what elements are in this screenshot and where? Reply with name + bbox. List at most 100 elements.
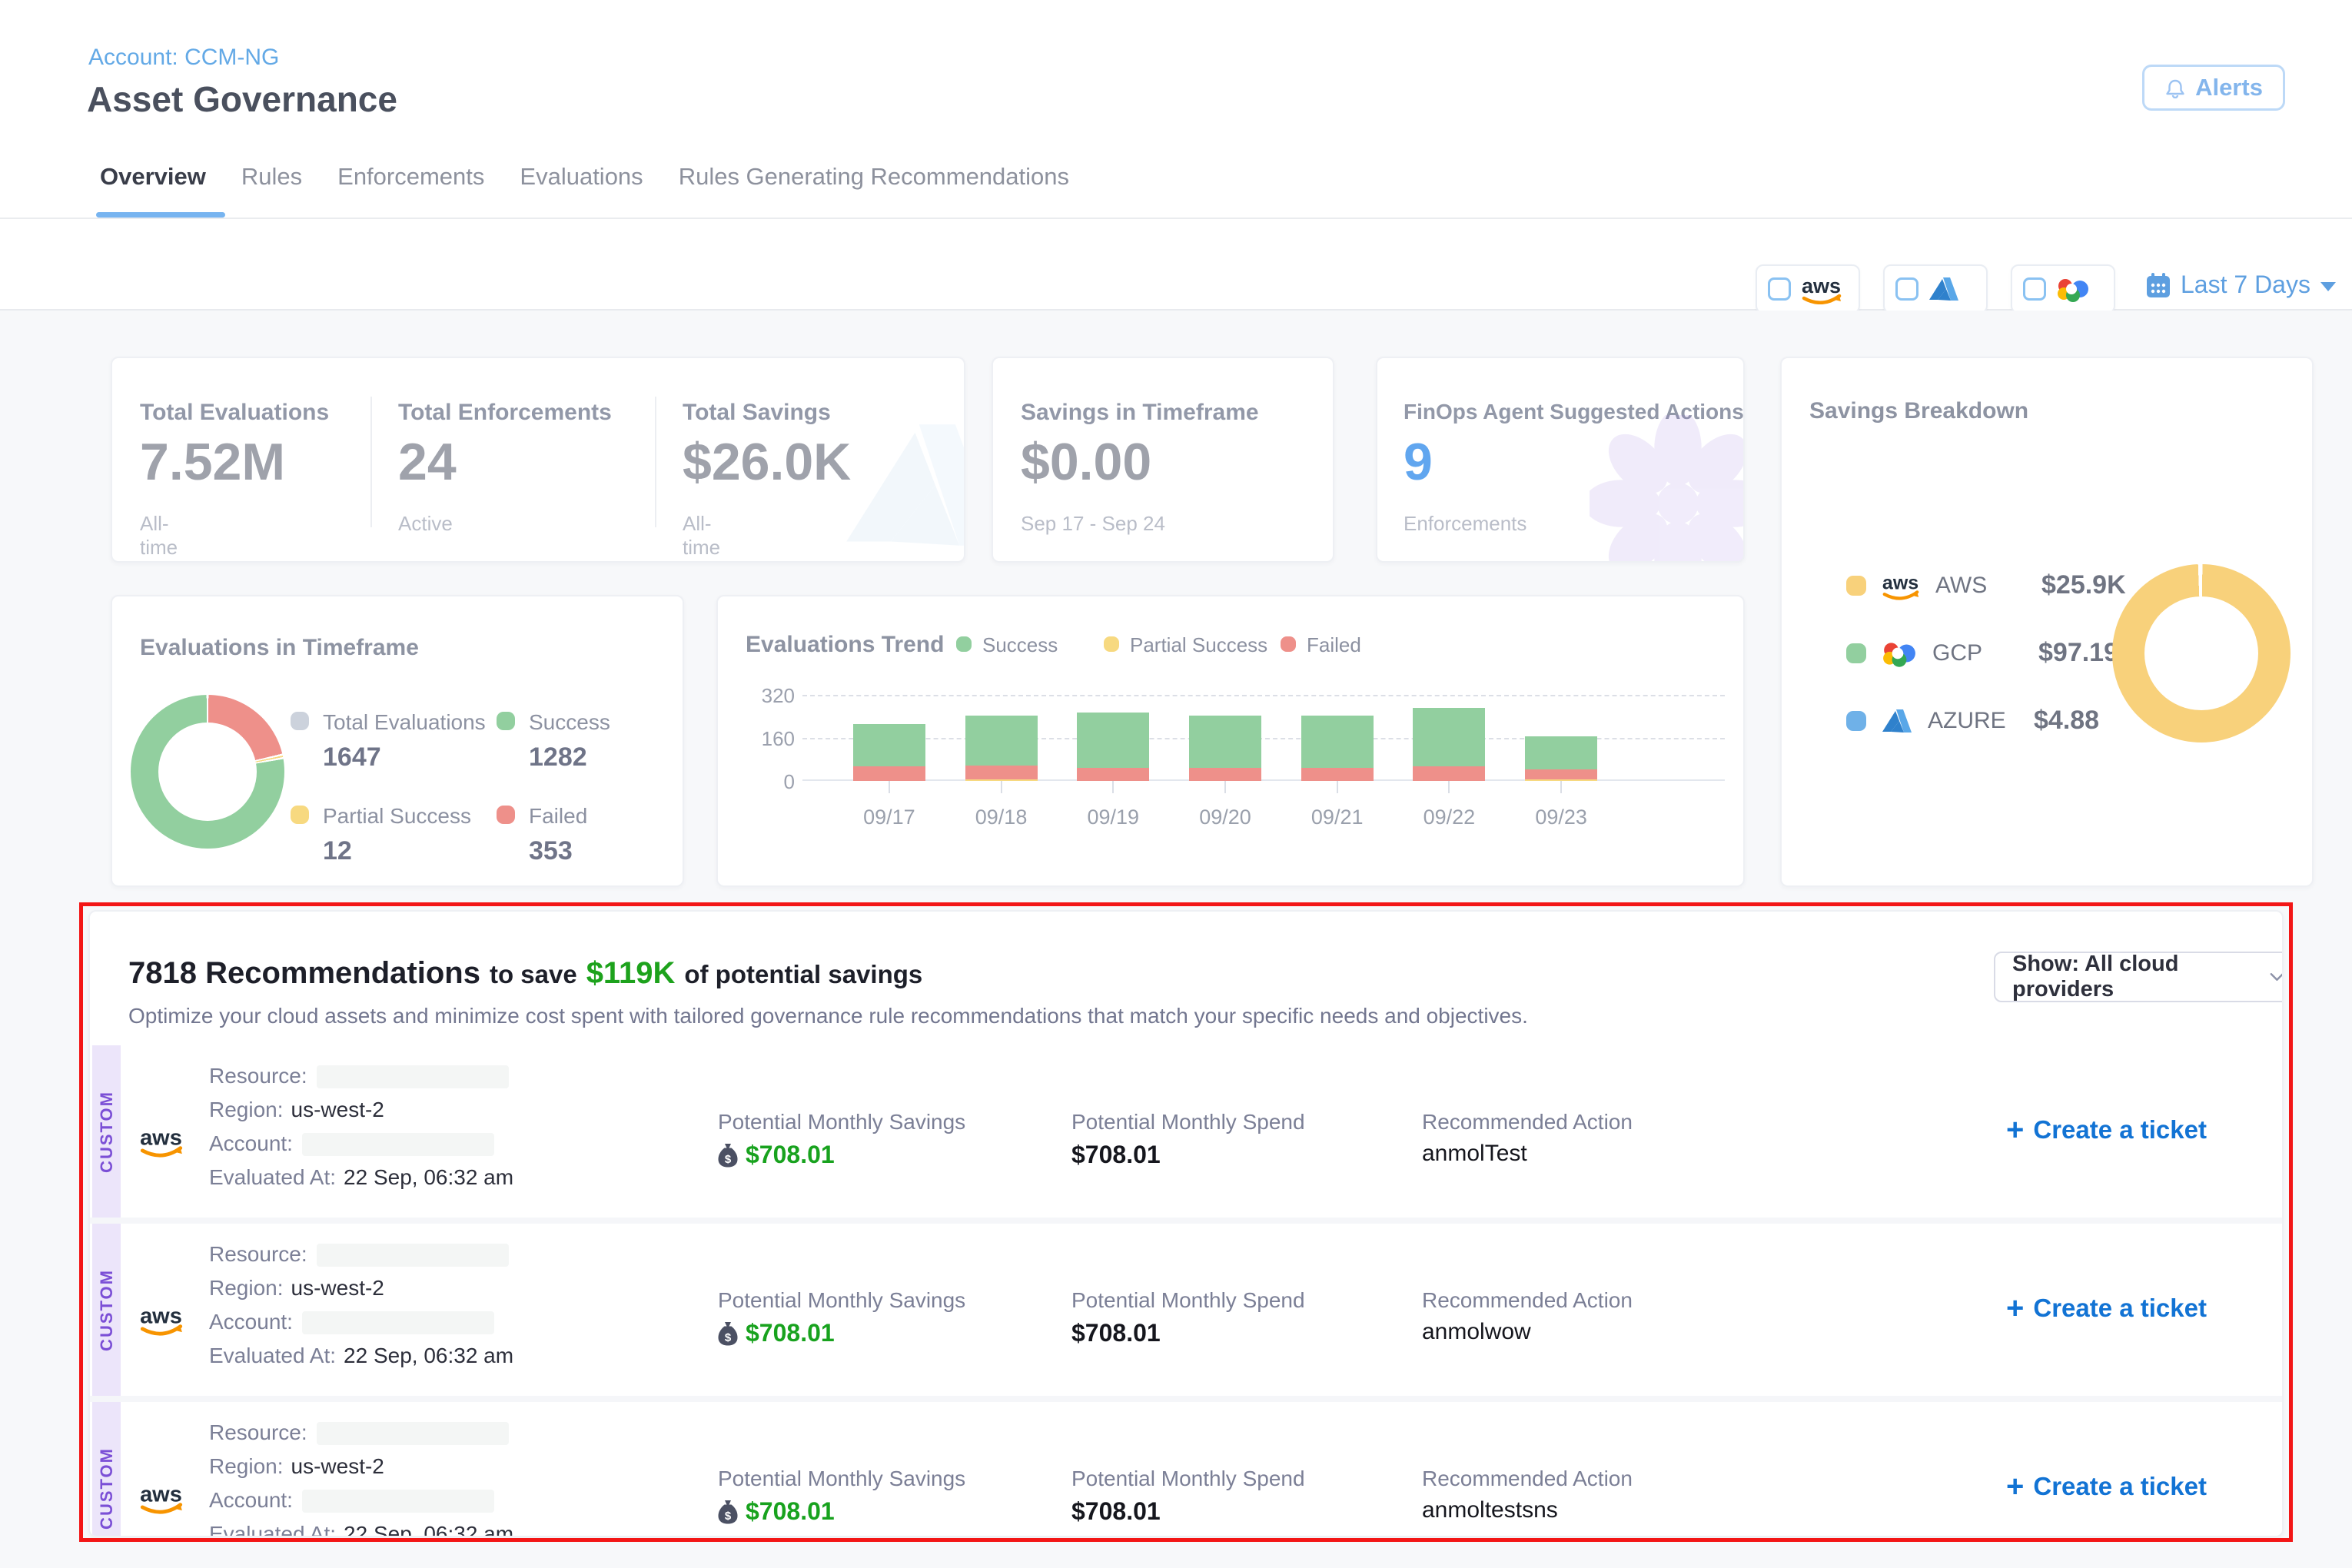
bar-segment-failed	[1189, 768, 1261, 782]
y-tick-label: 160	[741, 727, 795, 751]
active-tab-underline	[96, 212, 225, 218]
x-tick	[889, 781, 890, 793]
donut-hole	[158, 723, 257, 821]
legend-label: AWS	[1935, 573, 2026, 599]
totals-card: Total Evaluations 7.52M All-time Total E…	[111, 357, 965, 563]
azure-watermark-icon	[842, 412, 965, 558]
recommendations-card: 7818 Recommendations to save $119K of po…	[88, 910, 2284, 1537]
caret-down-icon	[2320, 282, 2336, 291]
divider	[655, 397, 656, 527]
finops-agent-card: FinOps Agent Suggested Actions 9 Enforce…	[1376, 357, 1745, 563]
evaluated-value: 22 Sep, 06:32 am	[344, 1344, 513, 1367]
x-tick	[1560, 781, 1562, 793]
azure-checkbox[interactable]	[1895, 277, 1918, 301]
flower-watermark-icon	[1590, 415, 1745, 563]
savings-column-label: Potential Monthly Savings	[718, 1467, 965, 1491]
money-bag-icon	[718, 1143, 738, 1168]
legend-value: 12	[323, 836, 352, 866]
tab-rules-generating-recommendations[interactable]: Rules Generating Recommendations	[679, 163, 1069, 191]
row-separator	[90, 1218, 2284, 1224]
trend-bar	[1169, 673, 1281, 781]
create-ticket-button[interactable]: + Create a ticket	[2006, 1471, 2207, 1502]
tab-rules[interactable]: Rules	[241, 163, 302, 191]
legend-value: 353	[529, 836, 573, 866]
monthly-savings-value: $708.01	[718, 1497, 835, 1526]
gcp-checkbox[interactable]	[2023, 277, 2046, 301]
aws-checkbox[interactable]	[1768, 277, 1791, 301]
alerts-button[interactable]: Alerts	[2142, 65, 2285, 111]
x-tick-label: 09/18	[945, 806, 1058, 829]
bar-segment-success	[1413, 708, 1485, 766]
tab-overview[interactable]: Overview	[100, 163, 206, 191]
spend-column-label: Potential Monthly Spend	[1071, 1467, 1305, 1491]
legend-dot	[1281, 636, 1296, 652]
legend-dot	[497, 806, 515, 824]
y-tick-label: 320	[741, 684, 795, 708]
plus-icon: +	[2006, 1115, 2024, 1145]
bar-segment-success	[965, 716, 1038, 766]
evaluated-value: 22 Sep, 06:32 am	[344, 1522, 513, 1537]
date-range-picker[interactable]: Last 7 Days	[2146, 271, 2336, 299]
create-ticket-button[interactable]: + Create a ticket	[2006, 1115, 2207, 1145]
divider	[370, 397, 372, 527]
account-label: Account:	[209, 1488, 293, 1512]
y-tick-label: 0	[741, 770, 795, 794]
legend-value: $4.88	[2034, 706, 2099, 736]
legend-value: 1647	[323, 742, 381, 772]
alerts-label: Alerts	[2195, 74, 2263, 101]
action-column-label: Recommended Action	[1422, 1467, 1633, 1491]
legend-dot	[1846, 576, 1866, 596]
trend-bar	[945, 673, 1058, 781]
recommended-action-value: anmoltestsns	[1422, 1497, 1558, 1523]
stat-value: 7.52M	[140, 432, 285, 492]
savings-in-timeframe-card: Savings in Timeframe $0.00 Sep 17 - Sep …	[992, 357, 1334, 563]
legend-label: Total Evaluations	[323, 710, 486, 735]
trend-bar	[1281, 673, 1394, 781]
bar-segment-success	[853, 724, 925, 766]
custom-badge: CUSTOM	[92, 1224, 121, 1396]
legend-label: Failed	[1307, 633, 1361, 657]
x-tick-label: 09/17	[833, 806, 945, 829]
money-bag-icon	[718, 1321, 738, 1346]
spend-column-label: Potential Monthly Spend	[1071, 1288, 1305, 1313]
legend-dot	[956, 636, 972, 652]
recommendation-row: CUSTOM Resource: Region:us-west-2 Accoun…	[90, 1224, 2284, 1396]
chevron-down-icon	[2270, 972, 2284, 982]
legend-item-gcp: GCP $97.19	[1846, 638, 2118, 668]
trend-bar	[1057, 673, 1169, 781]
filter-aws-toggle[interactable]	[1756, 264, 1860, 314]
gcp-icon	[1882, 639, 1917, 667]
recommendation-row: CUSTOM Resource: Region:us-west-2 Accoun…	[90, 1402, 2284, 1537]
asset-governance-page: Account: CCM-NG Asset Governance Alerts …	[0, 0, 2352, 1568]
create-ticket-button[interactable]: + Create a ticket	[2006, 1293, 2207, 1324]
legend-dot	[291, 806, 309, 824]
bar-segment-failed	[1413, 766, 1485, 781]
evaluated-label: Evaluated At:	[209, 1344, 336, 1367]
account-breadcrumb[interactable]: Account: CCM-NG	[88, 45, 279, 71]
x-tick-label: 09/23	[1505, 806, 1617, 829]
section-title: Evaluations Trend	[746, 632, 944, 658]
monthly-spend-value: $708.01	[1071, 1141, 1161, 1169]
legend-label: Failed	[529, 804, 587, 829]
aws-icon	[139, 1480, 184, 1514]
x-tick	[1337, 781, 1338, 793]
bar-segment-failed	[965, 766, 1038, 779]
stat-label: Total Savings	[683, 400, 831, 426]
legend-label: Partial Success	[1130, 633, 1267, 657]
filter-azure-toggle[interactable]	[1883, 264, 1988, 314]
region-label: Region:	[209, 1276, 284, 1300]
stat-value: $26.0K	[683, 432, 851, 492]
recommendations-title: 7818 Recommendations to save $119K of po…	[128, 956, 922, 991]
monthly-spend-value: $708.01	[1071, 1497, 1161, 1526]
cloud-provider-filter-dropdown[interactable]: Show: All cloud providers	[1994, 952, 2284, 1002]
tab-evaluations[interactable]: Evaluations	[520, 163, 643, 191]
bar-segment-failed	[1525, 769, 1597, 779]
bar-segment-success	[1077, 713, 1149, 768]
filter-gcp-toggle[interactable]	[2011, 264, 2115, 314]
savings-column-label: Potential Monthly Savings	[718, 1110, 965, 1134]
aws-icon	[139, 1302, 184, 1336]
legend-value: 1282	[529, 742, 587, 772]
tab-enforcements[interactable]: Enforcements	[337, 163, 484, 191]
evaluated-label: Evaluated At:	[209, 1165, 336, 1189]
legend-dot	[1846, 711, 1866, 731]
